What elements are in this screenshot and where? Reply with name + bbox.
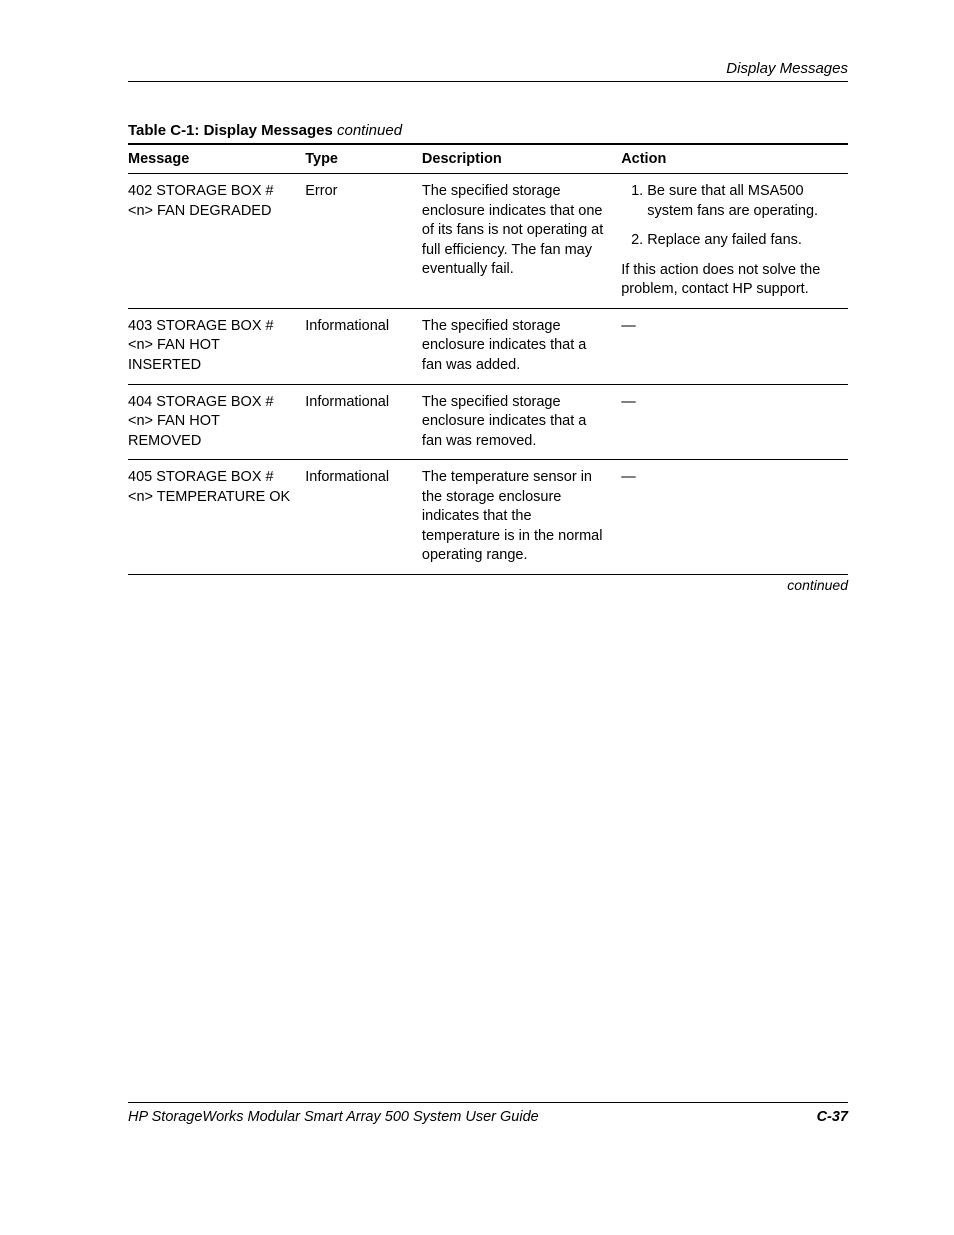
table-row: 404 STORAGE BOX #<n> FAN HOT REMOVED Inf…: [128, 384, 848, 460]
cell-description: The specified storage enclosure indicate…: [422, 174, 621, 309]
table-header-row: Message Type Description Action: [128, 144, 848, 174]
cell-description: The specified storage enclosure indicate…: [422, 384, 621, 460]
cell-message: 403 STORAGE BOX #<n> FAN HOT INSERTED: [128, 308, 305, 384]
page: Display Messages Table C-1: Display Mess…: [0, 0, 954, 1235]
cell-description: The temperature sensor in the storage en…: [422, 460, 621, 575]
cell-type: Error: [305, 174, 422, 309]
cell-action: —: [621, 460, 848, 575]
col-header-type: Type: [305, 144, 422, 174]
cell-action: —: [621, 308, 848, 384]
messages-table: Message Type Description Action 402 STOR…: [128, 143, 848, 575]
cell-action: Be sure that all MSA500 system fans are …: [621, 174, 848, 309]
cell-message: 405 STORAGE BOX #<n> TEMPERATURE OK: [128, 460, 305, 575]
caption-title: Display Messages: [204, 122, 333, 139]
action-ordered-list: Be sure that all MSA500 system fans are …: [621, 182, 836, 261]
action-tail-note: If this action does not solve the proble…: [621, 261, 836, 300]
caption-label: Table C-1:: [128, 122, 199, 139]
cell-type: Informational: [305, 308, 422, 384]
action-item: Replace any failed fans.: [647, 231, 836, 261]
cell-type: Informational: [305, 460, 422, 575]
cell-description: The specified storage enclosure indicate…: [422, 308, 621, 384]
section-title: Display Messages: [726, 60, 848, 77]
footer-doc-title: HP StorageWorks Modular Smart Array 500 …: [128, 1109, 539, 1125]
cell-message: 404 STORAGE BOX #<n> FAN HOT REMOVED: [128, 384, 305, 460]
col-header-action: Action: [621, 144, 848, 174]
cell-action: —: [621, 384, 848, 460]
table-continued-footer: continued: [128, 577, 848, 593]
table-row: 403 STORAGE BOX #<n> FAN HOT INSERTED In…: [128, 308, 848, 384]
cell-type: Informational: [305, 384, 422, 460]
col-header-message: Message: [128, 144, 305, 174]
page-footer: HP StorageWorks Modular Smart Array 500 …: [128, 1102, 848, 1125]
action-item: Be sure that all MSA500 system fans are …: [647, 182, 836, 231]
cell-message: 402 STORAGE BOX #<n> FAN DEGRADED: [128, 174, 305, 309]
footer-page-number: C-37: [817, 1109, 848, 1125]
table-row: 402 STORAGE BOX #<n> FAN DEGRADED Error …: [128, 174, 848, 309]
table-row: 405 STORAGE BOX #<n> TEMPERATURE OK Info…: [128, 460, 848, 575]
table-caption: Table C-1: Display Messages continued: [128, 122, 848, 139]
running-header: Display Messages: [128, 60, 848, 82]
caption-suffix: continued: [337, 122, 402, 139]
col-header-description: Description: [422, 144, 621, 174]
